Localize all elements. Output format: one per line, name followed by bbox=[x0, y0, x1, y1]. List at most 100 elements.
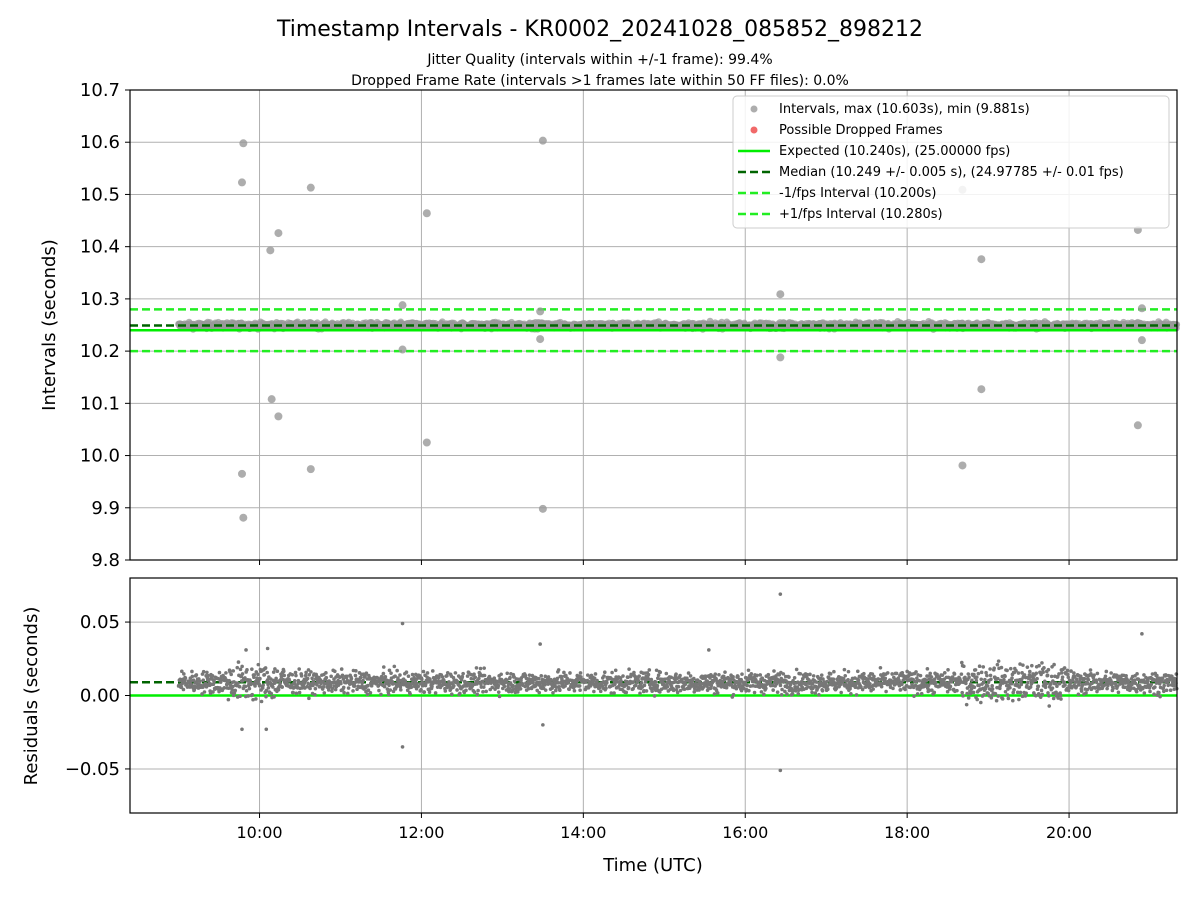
residual-point bbox=[381, 665, 386, 669]
residual-point bbox=[879, 684, 884, 689]
residual-point bbox=[256, 672, 260, 677]
residual-point bbox=[554, 688, 558, 693]
residual-point bbox=[810, 690, 814, 695]
residual-point bbox=[762, 692, 766, 697]
residual-point bbox=[929, 675, 934, 679]
residual-point bbox=[212, 679, 216, 684]
intervals-y-tick-label: 9.8 bbox=[91, 550, 120, 571]
residual-point bbox=[231, 669, 236, 673]
residual-point bbox=[787, 675, 791, 679]
residual-point bbox=[636, 678, 641, 683]
interval-outlier-point bbox=[538, 136, 547, 145]
residual-point bbox=[419, 687, 423, 692]
interval-outlier-point bbox=[398, 345, 407, 354]
residual-point bbox=[484, 689, 488, 694]
residual-point bbox=[778, 683, 783, 688]
residual-point bbox=[354, 669, 358, 673]
residual-point bbox=[604, 686, 608, 691]
residual-point bbox=[872, 674, 876, 679]
residual-point bbox=[408, 692, 412, 696]
residual-point bbox=[341, 685, 346, 690]
interval-outlier-point bbox=[776, 353, 785, 362]
residual-point bbox=[1003, 689, 1008, 694]
residual-point bbox=[508, 675, 512, 680]
residual-point bbox=[183, 676, 188, 681]
residual-point bbox=[919, 691, 924, 696]
interval-outlier-point bbox=[266, 246, 275, 255]
residual-point bbox=[366, 683, 370, 688]
residual-point bbox=[265, 670, 270, 675]
residual-point bbox=[294, 691, 299, 696]
residual-point bbox=[287, 679, 292, 683]
residual-point bbox=[973, 668, 978, 672]
residual-point bbox=[537, 676, 541, 681]
residual-point bbox=[755, 673, 759, 678]
residual-point bbox=[229, 672, 233, 677]
residual-point bbox=[416, 684, 420, 689]
residual-point bbox=[820, 688, 825, 693]
residual-point bbox=[981, 665, 986, 669]
residual-point bbox=[217, 670, 222, 675]
residual-point bbox=[883, 676, 888, 681]
residual-point bbox=[796, 691, 801, 696]
residual-point bbox=[932, 690, 937, 695]
residual-point bbox=[381, 671, 386, 676]
residual-point bbox=[256, 662, 261, 667]
residual-point bbox=[349, 676, 354, 681]
residual-point bbox=[386, 692, 391, 697]
residual-point bbox=[1012, 688, 1016, 692]
residual-point bbox=[1025, 665, 1030, 669]
residual-point bbox=[612, 691, 616, 695]
residual-point bbox=[964, 702, 969, 707]
residual-point bbox=[946, 667, 950, 672]
residual-point bbox=[642, 683, 647, 688]
residual-point bbox=[254, 697, 258, 701]
residual-point bbox=[942, 670, 947, 675]
residual-point bbox=[826, 687, 830, 691]
residual-point bbox=[1008, 666, 1013, 671]
residual-point bbox=[461, 671, 465, 676]
residual-point bbox=[731, 692, 736, 697]
residual-point bbox=[313, 686, 318, 691]
interval-outlier-point bbox=[422, 209, 431, 218]
interval-outlier-point bbox=[536, 335, 545, 344]
residual-point bbox=[474, 666, 479, 670]
residual-point bbox=[966, 672, 971, 676]
residual-point bbox=[593, 672, 598, 676]
residual-point bbox=[275, 669, 280, 673]
residual-point bbox=[665, 684, 670, 689]
residual-point bbox=[250, 667, 254, 671]
residual-point bbox=[988, 667, 992, 671]
residual-point bbox=[345, 691, 350, 696]
residual-point bbox=[781, 672, 786, 676]
residual-point bbox=[261, 683, 265, 688]
residual-point bbox=[1034, 671, 1039, 676]
residual-point bbox=[539, 674, 544, 678]
residual-point bbox=[443, 689, 448, 693]
residual-point bbox=[974, 675, 979, 679]
residual-point bbox=[205, 670, 209, 675]
residual-point bbox=[683, 682, 688, 687]
residual-point bbox=[579, 675, 583, 679]
residual-point bbox=[321, 685, 326, 689]
residual-point bbox=[819, 673, 824, 677]
residual-point bbox=[1010, 698, 1015, 703]
residual-point bbox=[811, 674, 816, 678]
residual-point bbox=[556, 668, 561, 672]
residual-point bbox=[236, 660, 241, 664]
residual-point bbox=[658, 670, 663, 675]
residual-point bbox=[988, 673, 993, 678]
residual-point bbox=[1019, 682, 1024, 687]
residual-point bbox=[983, 677, 987, 682]
residual-point bbox=[313, 692, 317, 697]
interval-outlier-point bbox=[776, 290, 785, 299]
residual-point bbox=[562, 670, 566, 675]
residual-point bbox=[379, 692, 383, 697]
intervals-y-tick-label: 10.5 bbox=[80, 184, 120, 205]
residual-point bbox=[339, 667, 344, 671]
residual-point bbox=[258, 676, 262, 681]
residual-point bbox=[481, 690, 485, 694]
residual-point bbox=[464, 688, 468, 693]
residual-point bbox=[970, 678, 974, 683]
residual-point bbox=[788, 682, 793, 687]
